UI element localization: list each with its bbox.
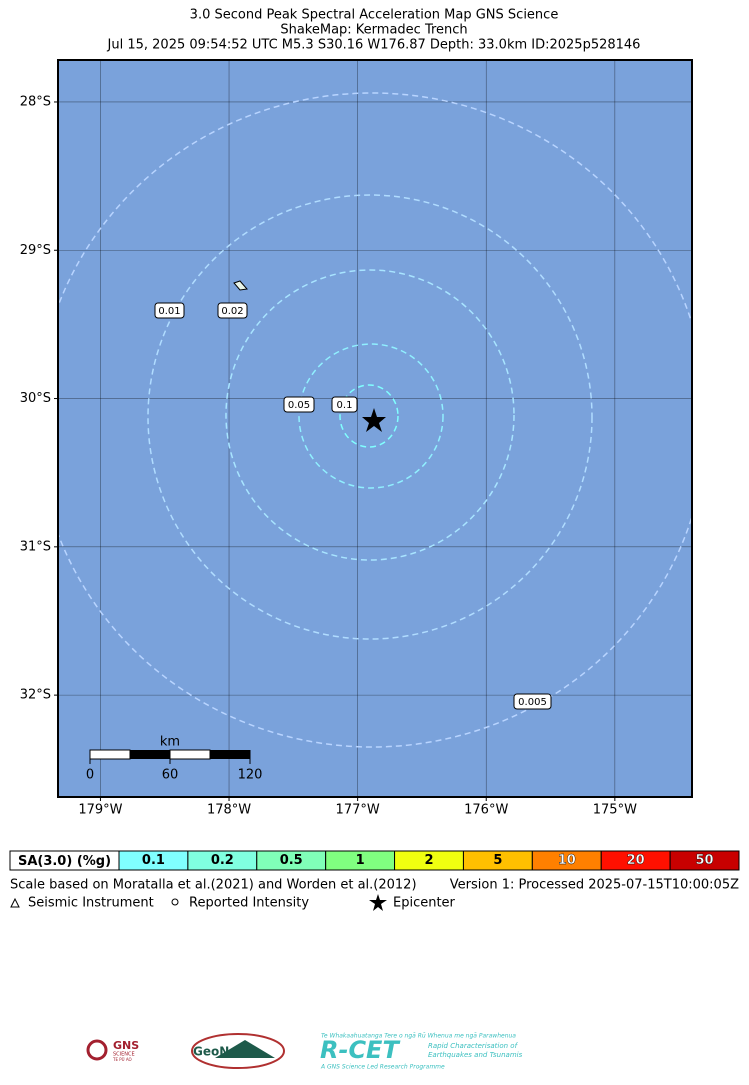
geonet-logo: GeoNet (191, 1033, 285, 1069)
colorbar-value: 0.1 (142, 853, 165, 868)
contour-label: 0.05 (283, 396, 315, 413)
footer-version: Version 1: Processed 2025-07-15T10:00:05… (450, 878, 739, 893)
ocean (58, 60, 692, 797)
logo-text: TE PŪ AO (112, 1057, 132, 1062)
x-tick-label: 177°W (336, 803, 380, 818)
colorbar-value: 1 (356, 853, 365, 868)
colorbar-value: 50 (696, 853, 714, 868)
colorbar-value: 10 (558, 853, 576, 868)
island (233, 280, 248, 291)
logo-text: Te Whakaahuatanga Tere o ngā Rū Whenua m… (321, 1033, 516, 1040)
contour-label-text: 0.01 (158, 306, 180, 317)
title: ShakeMap: Kermadec Trench (280, 23, 467, 38)
colorbar-label: SA(3.0) (%g) (18, 854, 111, 869)
colorbar-value: 20 (627, 853, 645, 868)
contour-label: 0.1 (331, 396, 358, 413)
gns-logo: GNS SCIENCE TE PŪ AO (86, 1039, 139, 1062)
scale-label: 0 (86, 768, 94, 783)
epicenter-icon (369, 894, 387, 911)
footer-note: Scale based on Moratalla et al.(2021) an… (10, 878, 417, 893)
contour-label-text: 0.005 (518, 697, 547, 708)
legend-label: Reported Intensity (189, 896, 309, 911)
map-frame (57, 59, 693, 798)
colorbar-value: 0.5 (280, 853, 303, 868)
y-tick-label: 32°S (20, 688, 51, 703)
contour-label-text: 0.1 (337, 400, 353, 411)
contour (339, 384, 399, 448)
contours (58, 92, 692, 748)
x-tick-label: 175°W (593, 803, 637, 818)
logo-text: GNS (113, 1039, 139, 1052)
contour-label-text: 0.05 (288, 400, 310, 411)
logo-text: R-CET (320, 1036, 400, 1064)
rcet-logo: Te Whakaahuatanga Tere o ngā Rū Whenua m… (320, 1033, 523, 1071)
intensity-icon (171, 898, 179, 906)
contour-label: 0.005 (513, 693, 552, 710)
colorbar-value: 0.2 (211, 853, 234, 868)
y-tick-label: 30°S (20, 391, 51, 406)
colorbar-value: 2 (424, 853, 433, 868)
x-tick-label: 178°W (207, 803, 251, 818)
contour-label: 0.02 (217, 302, 248, 319)
colorbar-value: 5 (493, 853, 502, 868)
epicenter (362, 408, 386, 432)
y-tick-label: 31°S (20, 539, 51, 554)
contour-label-text: 0.02 (221, 306, 243, 317)
legend-label: Epicenter (393, 896, 456, 911)
contour (298, 343, 444, 489)
scale-unit: km (160, 735, 180, 750)
x-tick-label: 176°W (464, 803, 508, 818)
y-tick-label: 28°S (20, 94, 51, 109)
scale-label: 120 (238, 768, 263, 783)
logo-text: Earthquakes and Tsunamis (428, 1051, 523, 1059)
contour (147, 194, 593, 640)
logo-text: SCIENCE (113, 1052, 135, 1058)
legend-label: Seismic Instrument (28, 896, 154, 911)
colorbar-cell (669, 850, 740, 871)
title: Jul 15, 2025 09:54:52 UTC M5.3 S30.16 W1… (107, 38, 641, 53)
title: 3.0 Second Peak Spectral Acceleration Ma… (190, 8, 559, 23)
x-tick-label: 179°W (78, 803, 122, 818)
instrument-icon (10, 897, 20, 908)
contour (225, 269, 515, 561)
contour-label: 0.01 (154, 302, 185, 319)
scale-bar: km 0 60 120 (86, 735, 263, 783)
scale-label: 60 (162, 768, 179, 783)
logo-text: A GNS Science Led Research Programme (320, 1064, 445, 1071)
y-tick-label: 29°S (20, 243, 51, 258)
logo-text: GeoNet (193, 1045, 243, 1059)
logo-text: Rapid Characterisation of (428, 1042, 519, 1050)
